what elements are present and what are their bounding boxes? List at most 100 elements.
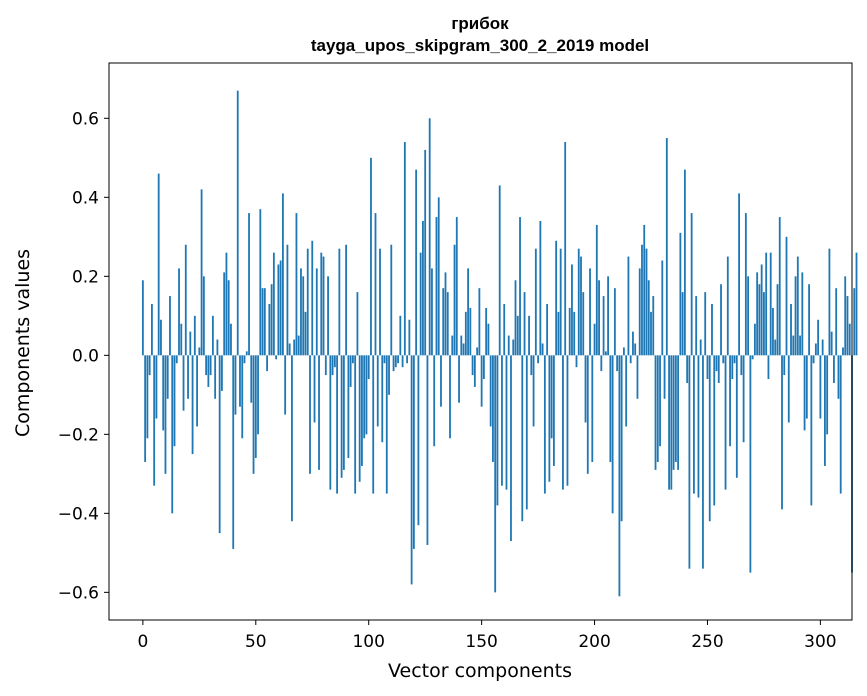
bar-151 xyxy=(482,355,485,380)
bar-232 xyxy=(665,138,668,356)
bar-304 xyxy=(828,248,831,356)
bar-293 xyxy=(803,355,806,431)
bar-104 xyxy=(376,355,379,427)
bar-264 xyxy=(738,193,740,356)
bar-114 xyxy=(399,315,402,356)
x-axis-label: Vector components xyxy=(388,660,572,682)
bar-269 xyxy=(749,355,752,573)
bar-247 xyxy=(699,339,702,356)
bar-21 xyxy=(189,331,192,356)
bar-243 xyxy=(690,213,693,356)
bar-89 xyxy=(342,355,345,470)
bar-218 xyxy=(634,343,637,356)
y-tick-label-4: 0.2 xyxy=(72,267,99,287)
bar-145 xyxy=(469,307,472,356)
bar-78 xyxy=(318,355,320,470)
bar-208 xyxy=(611,355,614,514)
bar-210 xyxy=(616,355,619,372)
bar-306 xyxy=(833,355,835,383)
bar-267 xyxy=(744,213,747,356)
bar-196 xyxy=(584,355,587,423)
bar-87 xyxy=(338,248,341,356)
bar-183 xyxy=(555,240,558,356)
bar-108 xyxy=(385,355,388,494)
y-tick-label-6: 0.6 xyxy=(72,109,99,129)
bar-158 xyxy=(498,185,501,356)
bar-278 xyxy=(769,252,772,356)
bar-255 xyxy=(717,355,720,383)
bar-297 xyxy=(812,355,815,364)
bar-7 xyxy=(157,173,160,356)
bar-101 xyxy=(370,157,372,356)
bar-231 xyxy=(663,355,666,399)
bar-270 xyxy=(751,355,754,360)
bar-73 xyxy=(306,248,309,356)
bar-35 xyxy=(221,355,223,391)
bar-10 xyxy=(164,355,167,474)
bar-124 xyxy=(422,221,424,356)
bar-71 xyxy=(302,276,305,356)
bar-159 xyxy=(501,355,503,486)
bar-266 xyxy=(742,355,745,443)
bar-146 xyxy=(471,355,474,376)
bar-194 xyxy=(580,256,582,356)
x-tick-label-0: 0 xyxy=(137,632,148,652)
bar-43 xyxy=(239,355,241,407)
bar-81 xyxy=(324,355,327,376)
bar-173 xyxy=(532,355,535,427)
bar-51 xyxy=(257,355,259,435)
x-tick-label-50: 50 xyxy=(245,632,267,652)
x-tick-label-250: 250 xyxy=(691,632,723,652)
bar-8 xyxy=(160,319,162,356)
bar-121 xyxy=(415,169,418,356)
bar-189 xyxy=(568,307,571,356)
bar-298 xyxy=(814,343,817,356)
bar-292 xyxy=(801,272,804,356)
bar-137 xyxy=(451,335,454,356)
bar-168 xyxy=(521,355,524,522)
y-tick-label-1: −0.4 xyxy=(58,504,99,524)
bar-58 xyxy=(272,252,275,356)
x-tick-label-150: 150 xyxy=(465,632,497,652)
bar-239 xyxy=(681,292,684,356)
bar-261 xyxy=(731,355,734,380)
bar-192 xyxy=(575,355,578,368)
bar-216 xyxy=(629,355,632,364)
bar-211 xyxy=(618,355,621,597)
bar-209 xyxy=(613,288,616,356)
bar-39 xyxy=(230,323,232,356)
bar-265 xyxy=(740,355,743,376)
bar-143 xyxy=(464,311,467,356)
bar-229 xyxy=(659,355,661,447)
bar-20 xyxy=(187,355,189,399)
bar-40 xyxy=(232,355,235,549)
bar-133 xyxy=(442,288,445,356)
bar-93 xyxy=(352,355,354,364)
bar-180 xyxy=(548,355,551,482)
bar-96 xyxy=(358,355,361,482)
bar-310 xyxy=(842,347,844,356)
bar-32 xyxy=(214,355,217,399)
bar-82 xyxy=(327,276,329,356)
bar-312 xyxy=(846,296,849,356)
bar-295 xyxy=(808,284,810,356)
bar-55 xyxy=(266,355,268,372)
bar-296 xyxy=(810,355,813,506)
bar-9 xyxy=(162,355,165,431)
bar-45 xyxy=(243,355,246,364)
bar-178 xyxy=(543,355,546,494)
bar-225 xyxy=(650,311,652,356)
bar-284 xyxy=(783,355,786,376)
bar-191 xyxy=(573,311,576,356)
bar-287 xyxy=(790,303,792,356)
bar-160 xyxy=(503,303,506,356)
x-tick-label-200: 200 xyxy=(578,632,610,652)
bar-195 xyxy=(582,292,585,356)
bar-207 xyxy=(609,355,612,462)
plot-frame xyxy=(108,62,853,621)
bar-94 xyxy=(354,355,357,494)
bar-203 xyxy=(600,355,603,372)
bar-116 xyxy=(403,142,406,356)
bar-53 xyxy=(261,288,264,356)
bar-57 xyxy=(270,284,273,356)
